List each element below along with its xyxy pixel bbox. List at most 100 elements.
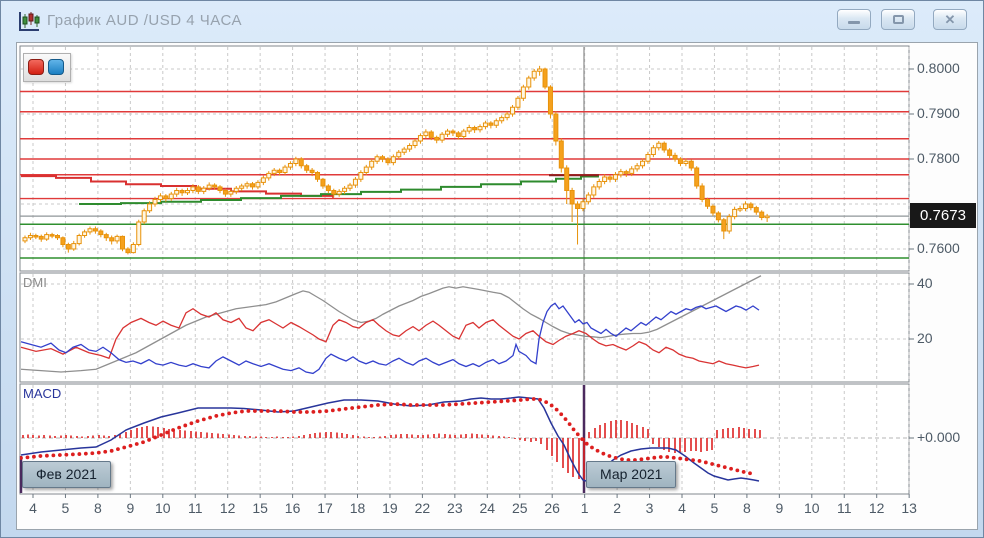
candle — [472, 125, 478, 133]
candle — [44, 232, 50, 241]
date-axis-label: 2 — [613, 500, 621, 516]
candlestick-chart-icon — [19, 12, 40, 31]
date-axis-label: 11 — [836, 500, 852, 516]
candle — [287, 161, 293, 170]
candle — [439, 132, 445, 143]
candle — [558, 138, 564, 173]
chart-toolbar — [23, 53, 71, 82]
macd-layer — [20, 396, 761, 482]
candle — [304, 163, 310, 173]
candle — [98, 229, 104, 238]
candle — [206, 182, 212, 191]
candle — [190, 184, 196, 194]
date-axis-label: 3 — [645, 500, 654, 516]
candle — [580, 198, 586, 212]
price-axis-label: 0.7800 — [917, 150, 960, 166]
candle — [596, 178, 602, 190]
candle — [537, 65, 543, 76]
date-axis-label: 12 — [868, 500, 885, 516]
candle — [667, 148, 673, 159]
date-axis-label: 23 — [447, 500, 463, 516]
candle — [612, 172, 618, 182]
candle — [325, 184, 331, 194]
candle — [732, 206, 738, 220]
candle — [76, 233, 82, 246]
title-bar[interactable]: График AUD /USD 4 ЧАСА ✕ — [1, 1, 983, 41]
date-axis-label: 11 — [187, 500, 203, 516]
candle — [553, 111, 559, 146]
date-axis-label: 16 — [284, 500, 301, 516]
date-axis-label: 8 — [742, 500, 751, 516]
candle — [591, 184, 597, 198]
candle — [255, 180, 261, 190]
candle — [233, 186, 239, 195]
close-button[interactable]: ✕ — [933, 9, 967, 30]
candle — [699, 183, 705, 203]
candle — [282, 164, 288, 175]
candle — [168, 191, 174, 201]
candle — [27, 232, 33, 240]
candle — [753, 205, 759, 215]
candle — [748, 202, 754, 211]
date-axis-label: 4 — [678, 500, 686, 516]
candle — [629, 166, 635, 177]
candle — [87, 226, 93, 235]
month-badge-mar: Мар 2021 — [586, 461, 677, 488]
minimize-button[interactable] — [837, 9, 871, 30]
candle — [461, 128, 467, 140]
dmi-pane-label: DMI — [23, 275, 47, 290]
dmi-layer — [20, 275, 762, 375]
candle — [542, 67, 548, 90]
date-axis-label: 22 — [414, 500, 431, 516]
candle — [510, 105, 516, 117]
candle — [634, 163, 640, 172]
candle — [380, 154, 386, 163]
price-levels — [20, 90, 909, 259]
date-axis-label: 25 — [511, 500, 528, 516]
candle — [407, 143, 413, 152]
candle — [125, 247, 131, 255]
candle — [103, 232, 109, 241]
candle — [120, 235, 126, 252]
red-tool-button[interactable] — [28, 59, 44, 75]
candle — [152, 196, 158, 207]
candle — [331, 188, 337, 198]
candle — [396, 150, 402, 160]
date-axis-label: 13 — [901, 500, 917, 516]
candle — [217, 185, 223, 194]
candle — [157, 193, 163, 203]
candle — [212, 183, 218, 190]
date-axis-label: 10 — [804, 500, 820, 516]
candle — [759, 210, 765, 221]
candle — [721, 217, 727, 240]
candle — [369, 159, 375, 170]
date-axis-label: 10 — [155, 500, 171, 516]
candle — [71, 240, 77, 251]
candle — [488, 121, 494, 129]
blue-tool-button[interactable] — [48, 59, 64, 75]
price-axis-label: 0.8000 — [917, 60, 960, 76]
maximize-button[interactable] — [881, 9, 915, 30]
candle — [163, 194, 169, 202]
candle — [618, 168, 624, 178]
candle — [520, 84, 526, 101]
candle — [482, 120, 488, 130]
candle — [55, 234, 61, 240]
candle — [585, 192, 591, 205]
candle — [179, 188, 185, 196]
candle — [266, 171, 272, 181]
vertical-gridlines — [32, 47, 910, 493]
candle — [547, 85, 553, 119]
date-axis-label: 9 — [126, 500, 135, 516]
candle — [602, 174, 608, 185]
date-axis-label: 19 — [382, 500, 398, 516]
candle — [417, 133, 423, 144]
candle — [228, 189, 234, 197]
candle — [515, 96, 521, 110]
candle — [423, 129, 429, 139]
candle — [455, 131, 461, 140]
candle — [374, 154, 380, 164]
candle — [130, 242, 136, 254]
price-axis-label: 0.7600 — [917, 240, 960, 256]
